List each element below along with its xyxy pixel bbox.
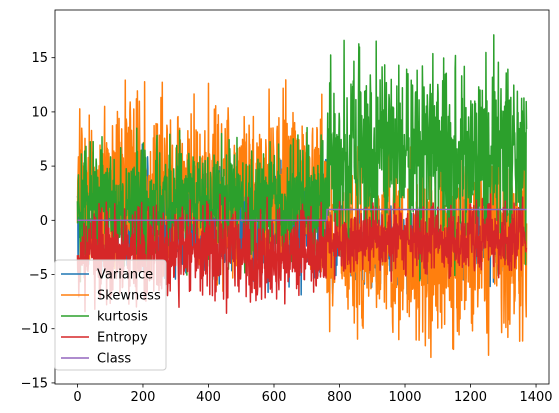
x-tick-label: 600: [262, 390, 287, 405]
y-tick-label: −10: [21, 322, 48, 337]
x-tick-label: 400: [196, 390, 221, 405]
y-tick-label: −15: [21, 376, 48, 391]
legend-label-variance: Variance: [97, 268, 153, 283]
plot-area: [54, 9, 550, 385]
legend-label-kurtosis: kurtosis: [97, 310, 148, 325]
plot-frame: [54, 9, 550, 385]
legend-label-skewness: Skewness: [97, 289, 161, 304]
legend-label-class: Class: [97, 352, 131, 367]
y-tick-label: 5: [40, 160, 48, 175]
series-line-entropy: [76, 193, 528, 314]
x-tick-label: 1400: [519, 390, 552, 405]
x-axis: 0 200 400 600 800 1000 1200 1400: [73, 384, 553, 405]
y-tick-label: 15: [31, 51, 48, 66]
x-tick-label: 1200: [454, 390, 487, 405]
y-tick-label: −5: [29, 268, 48, 283]
legend-box: [54, 259, 167, 371]
series-line-kurtosis: [76, 34, 528, 283]
x-tick-label: 200: [131, 390, 156, 405]
x-tick-label: 800: [327, 390, 352, 405]
x-tick-label: 0: [73, 390, 81, 405]
legend: Variance Skewness kurtosis Entropy Class: [54, 259, 167, 371]
y-tick-label: 10: [31, 105, 48, 120]
series-layer: [76, 34, 528, 359]
y-axis: −15 −10 −5 0 5 10 15: [21, 51, 55, 391]
legend-label-entropy: Entropy: [97, 331, 148, 346]
series-line-class: [77, 208, 527, 222]
x-tick-label: 1000: [388, 390, 421, 405]
y-tick-label: 0: [40, 214, 48, 229]
